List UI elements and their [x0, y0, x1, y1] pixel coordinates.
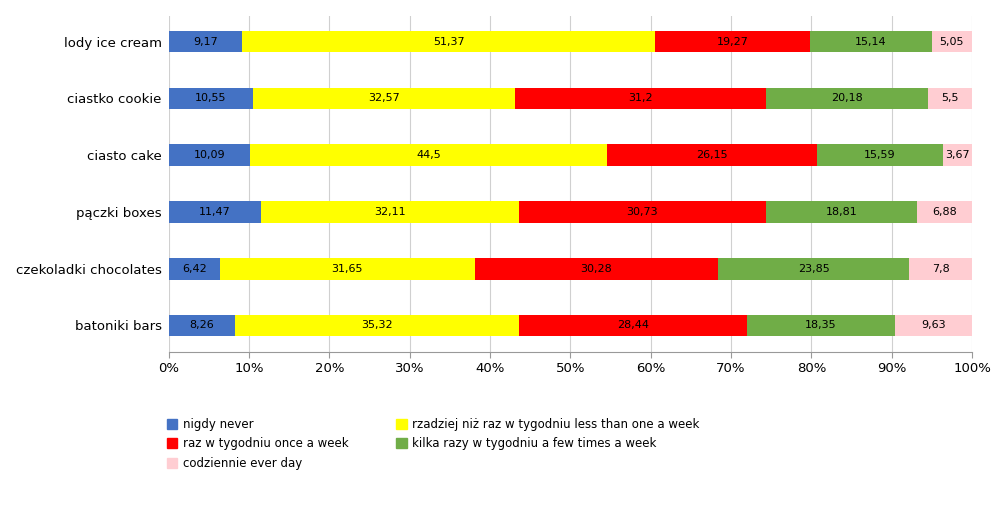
Bar [655, 31, 809, 52]
Text: 15,14: 15,14 [855, 37, 887, 47]
Bar [235, 315, 519, 336]
Text: 20,18: 20,18 [831, 94, 863, 103]
Text: 6,42: 6,42 [183, 264, 206, 273]
Bar [261, 201, 519, 223]
Bar [895, 315, 972, 336]
Bar [242, 31, 655, 52]
Bar [817, 144, 942, 166]
Text: 44,5: 44,5 [416, 150, 440, 160]
Text: 15,59: 15,59 [864, 150, 896, 160]
Bar [474, 258, 718, 280]
Bar [253, 87, 515, 109]
Bar [917, 201, 972, 223]
Text: 5,5: 5,5 [941, 94, 959, 103]
Text: 6,88: 6,88 [932, 207, 957, 217]
Text: 18,35: 18,35 [806, 321, 837, 330]
Bar [809, 31, 931, 52]
Text: 51,37: 51,37 [433, 37, 464, 47]
Text: 5,05: 5,05 [939, 37, 964, 47]
Text: 35,32: 35,32 [361, 321, 393, 330]
Text: 31,65: 31,65 [331, 264, 363, 273]
Bar [220, 258, 474, 280]
Text: 30,28: 30,28 [580, 264, 612, 273]
Text: 11,47: 11,47 [198, 207, 230, 217]
Bar [169, 315, 235, 336]
Bar [766, 87, 928, 109]
Text: 32,57: 32,57 [368, 94, 400, 103]
Bar [519, 201, 766, 223]
Text: 3,67: 3,67 [945, 150, 970, 160]
Bar [607, 144, 817, 166]
Text: 10,09: 10,09 [193, 150, 225, 160]
Bar [169, 201, 261, 223]
Bar [169, 87, 253, 109]
Text: 9,63: 9,63 [922, 321, 945, 330]
Bar [766, 201, 917, 223]
Bar [250, 144, 607, 166]
Text: 26,15: 26,15 [696, 150, 728, 160]
Bar [169, 31, 242, 52]
Bar [942, 144, 972, 166]
Text: 9,17: 9,17 [193, 37, 218, 47]
Bar [718, 258, 910, 280]
Bar [928, 87, 972, 109]
Text: 31,2: 31,2 [628, 94, 653, 103]
Text: 23,85: 23,85 [798, 264, 829, 273]
Text: 8,26: 8,26 [189, 321, 214, 330]
Text: 18,81: 18,81 [825, 207, 857, 217]
Legend: nigdy never, raz w tygodniu once a week, codziennie ever day, rzadziej niż raz w: nigdy never, raz w tygodniu once a week,… [167, 418, 699, 470]
Bar [169, 258, 220, 280]
Text: 19,27: 19,27 [716, 37, 748, 47]
Bar [169, 144, 250, 166]
Text: 30,73: 30,73 [627, 207, 658, 217]
Text: 7,8: 7,8 [931, 264, 949, 273]
Bar [931, 31, 972, 52]
Text: 10,55: 10,55 [195, 94, 227, 103]
Bar [515, 87, 766, 109]
Bar [910, 258, 972, 280]
Bar [747, 315, 895, 336]
Text: 28,44: 28,44 [617, 321, 649, 330]
Bar [519, 315, 747, 336]
Text: 32,11: 32,11 [374, 207, 406, 217]
